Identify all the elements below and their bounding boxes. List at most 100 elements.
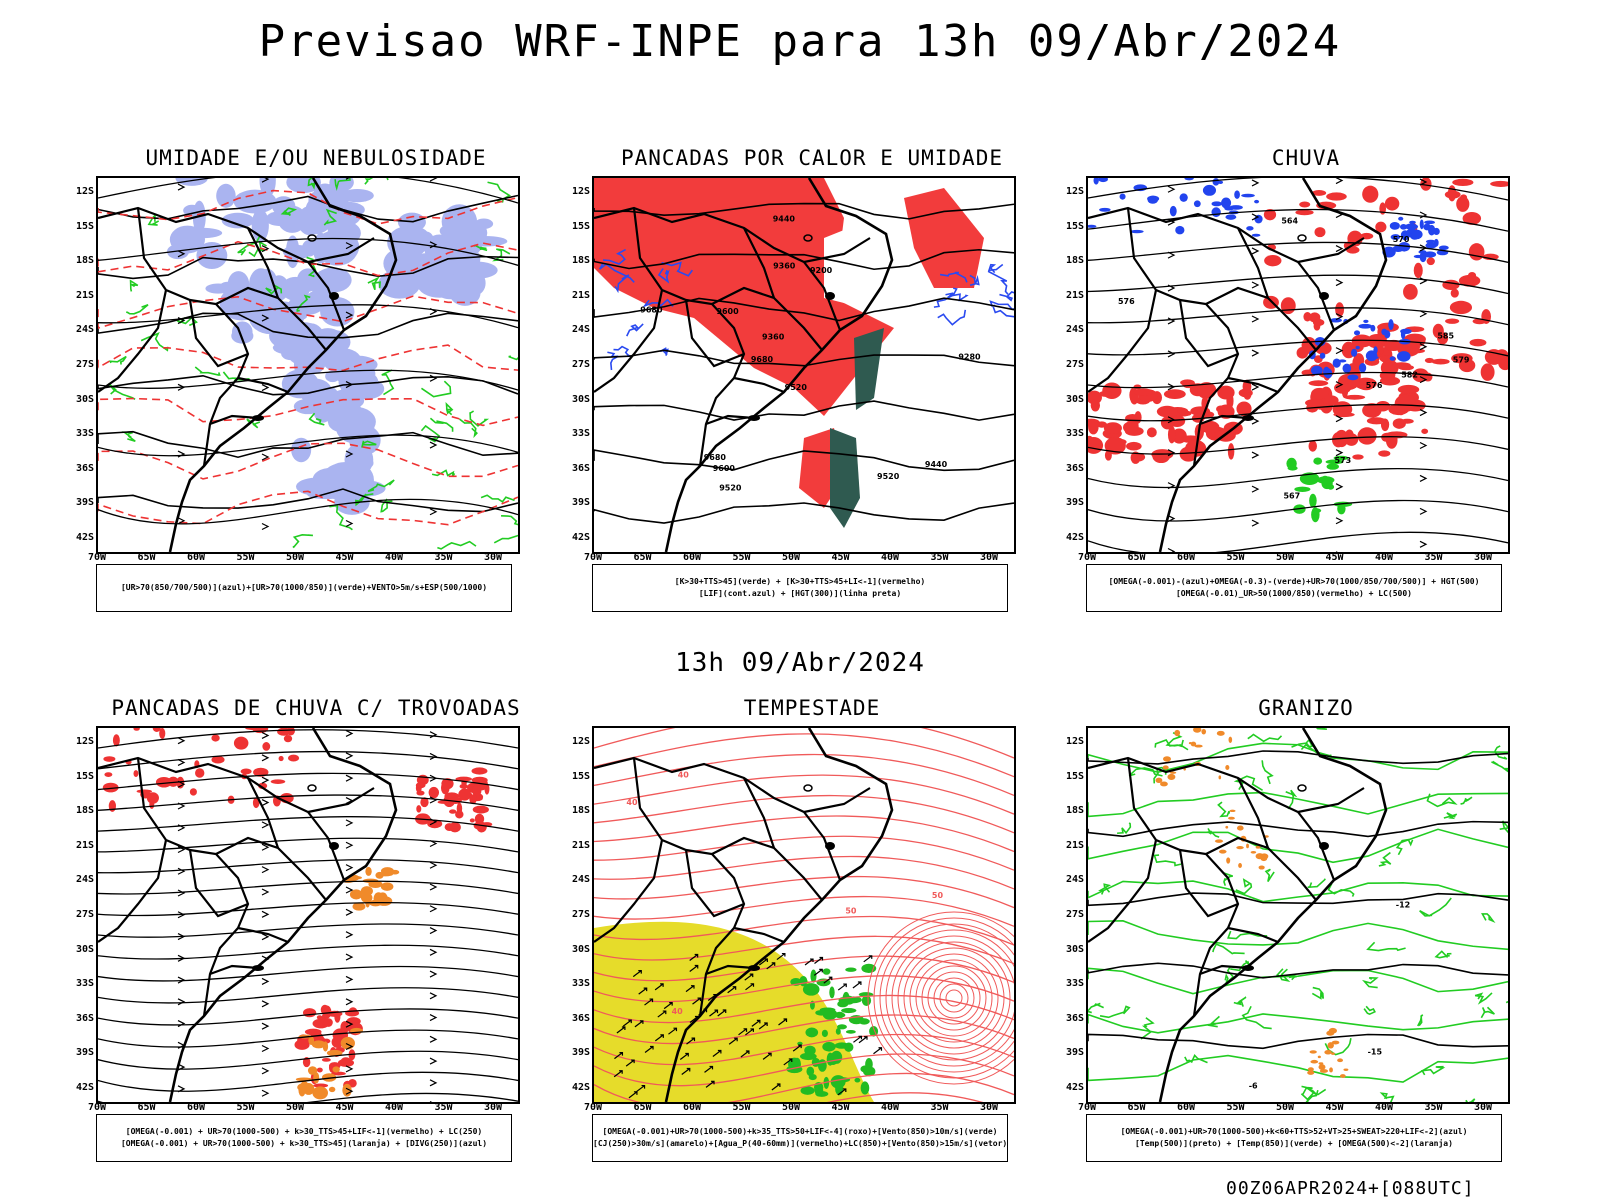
rain-area: [1156, 405, 1178, 418]
contour-label: 9600: [713, 464, 736, 473]
streamline-850: [594, 728, 1014, 759]
rain-area: [1447, 185, 1457, 202]
lat-tick-label: 33S: [571, 428, 590, 440]
wind-vector: [792, 1044, 802, 1052]
storm-area: [270, 779, 286, 784]
flow-arrow: [261, 776, 270, 784]
lake: [1319, 842, 1329, 850]
wind-vector: [783, 1058, 793, 1066]
wind-vector: [705, 1080, 715, 1088]
omega-500-area: [1218, 775, 1222, 780]
legend-text: [UR>70(850/700/500)](azul)+[UR>70(1000/8…: [120, 583, 488, 592]
rain-area: [1104, 437, 1126, 455]
flow-arrow: [1335, 347, 1344, 355]
lat-tick-label: 33S: [75, 428, 94, 440]
lat-tick-label: 18S: [75, 255, 94, 267]
contour-label: 50: [845, 906, 857, 915]
lon-tick-label: 40W: [384, 552, 404, 563]
lon-tick-label: 30W: [1473, 552, 1493, 563]
state-border: [98, 289, 168, 393]
temp-850-contour: [1301, 1086, 1327, 1096]
omega-area: [1433, 227, 1440, 236]
humidity-high-area: [291, 437, 312, 463]
flow-arrow: [1167, 185, 1176, 193]
storm-area: [316, 1067, 323, 1073]
humidity-low-contour: [292, 534, 313, 549]
height-contour: [1088, 436, 1508, 455]
shower-area: [326, 1049, 343, 1057]
coastline: [1158, 178, 1388, 552]
omega-area: [1329, 318, 1342, 323]
lat-tick-label: 18S: [571, 805, 590, 817]
omega-500-area: [1328, 1027, 1337, 1034]
humidity-high-area: [328, 391, 365, 410]
rain-area: [1392, 362, 1411, 369]
streamline-850: [594, 875, 1014, 909]
lake: [1242, 965, 1254, 971]
rain-area: [1383, 339, 1404, 351]
flow-arrow: [429, 731, 438, 739]
rain-area: [1362, 403, 1382, 418]
flow-arrow: [177, 758, 186, 767]
omega-area: [1409, 220, 1416, 224]
flow-arrow: [261, 821, 270, 829]
wind-vector: [685, 985, 695, 993]
wind-vector: [778, 1018, 788, 1026]
pressure-isobar: [98, 430, 518, 459]
lon-tick-label: 60W: [682, 1102, 702, 1113]
rain-area: [1332, 401, 1353, 418]
state-border: [1178, 299, 1239, 368]
wind-850-area: [815, 1009, 828, 1016]
lifted-index-contour: [945, 292, 969, 302]
humidity-high-area: [417, 271, 462, 298]
lat-tick-label: 21S: [571, 839, 590, 851]
flow-arrow: [345, 841, 354, 849]
flow-arrow: [177, 998, 186, 1006]
rain-area: [1451, 353, 1473, 364]
wind-vector: [614, 1052, 624, 1060]
lon-tick-label: 30W: [979, 552, 999, 563]
rain-area: [1295, 209, 1314, 216]
rain-area: [1103, 422, 1122, 434]
storm-area: [211, 734, 220, 742]
rain-area: [1432, 323, 1444, 339]
storm-area: [104, 772, 113, 777]
humidity-low-contour: [296, 294, 311, 312]
lon-tick-label: 30W: [483, 1102, 503, 1113]
lifted-index-contour: [987, 263, 1004, 274]
height-contour: [1088, 371, 1508, 389]
omega-strong-area: [1325, 459, 1344, 465]
omega-500-area: [1236, 825, 1244, 831]
storm-area: [337, 1058, 355, 1067]
contour-label: 9680: [751, 355, 774, 364]
lat-tick-label: 15S: [571, 220, 590, 232]
wind-850-area: [808, 1074, 817, 1081]
lifted-condensation-contour: [915, 959, 993, 1037]
rain-area: [1403, 283, 1418, 300]
lake: [329, 842, 339, 850]
lat-tick-label: 33S: [571, 978, 590, 990]
wind-vector: [873, 1047, 883, 1055]
omega-500-area: [1331, 1052, 1335, 1055]
lifted-index-contour: [613, 345, 633, 359]
coastline: [664, 178, 894, 552]
state-border: [1088, 206, 1336, 331]
omega-area: [1310, 365, 1323, 376]
omega-area: [1098, 178, 1108, 183]
lon-tick-label: 30W: [483, 552, 503, 563]
omega-area: [1426, 241, 1432, 250]
lon-tick-label: 35W: [1424, 1102, 1443, 1113]
lat-tick-label: 18S: [571, 255, 590, 267]
flow-arrow: [1167, 317, 1176, 325]
temp-850-isotherm: [1088, 828, 1508, 864]
pressure-isobar: [98, 374, 518, 396]
main-title: Previsao WRF-INPE para 13h 09/Abr/2024: [258, 16, 1342, 67]
flow-arrow: [177, 824, 186, 832]
omega-500-area: [1194, 744, 1203, 748]
flow-arrow: [1167, 449, 1176, 457]
flow-arrow: [345, 931, 354, 939]
rain-area: [1088, 419, 1099, 435]
flow-arrow: [345, 178, 350, 180]
omega-area: [1425, 239, 1436, 244]
humidity-low-contour: [323, 208, 338, 226]
